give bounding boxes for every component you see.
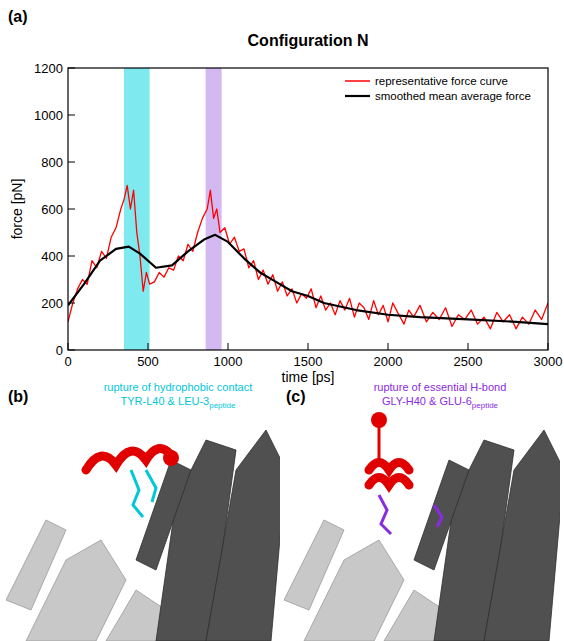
snapshot-residues: TYR-L40 & LEU-3peptide: [121, 395, 236, 410]
x-tick-label: 2500: [454, 354, 483, 369]
legend-entry: smoothed mean average force: [375, 90, 531, 102]
subscript: peptide: [472, 401, 499, 410]
panel-label: (a): [8, 8, 28, 25]
pulling-atom: [163, 450, 179, 466]
snapshot-caption: rupture of essential H-bond: [374, 381, 507, 393]
x-axis-title: time [ps]: [282, 369, 335, 385]
legend: representative force curve smoothed mean …: [345, 75, 531, 102]
protein-sheet: [484, 430, 560, 641]
y-axis-title: force [pN]: [9, 179, 25, 240]
x-tick: [468, 343, 469, 350]
x-tick-label: 0: [64, 354, 71, 369]
chart-title: Configuration N: [248, 32, 369, 49]
highlight-band: [206, 68, 222, 350]
figure: (a)Configuration N0500100015002000250030…: [0, 0, 564, 641]
residues: TYR-L40 & LEU-3: [121, 395, 210, 407]
y-tick: [68, 68, 75, 69]
residues: GLY-H40 & GLU-6: [382, 395, 472, 407]
y-tick-label: 600: [41, 202, 63, 217]
x-tick-label: 2000: [374, 354, 403, 369]
highlight-band: [124, 68, 150, 350]
plot-frame: [68, 68, 548, 350]
snapshot-residues: GLY-H40 & GLU-6peptide: [382, 395, 499, 410]
structure-image: [6, 430, 280, 641]
y-tick-label: 1000: [34, 108, 63, 123]
x-tick: [228, 343, 229, 350]
y-tick: [68, 209, 75, 210]
x-tick-label: 500: [137, 354, 159, 369]
legend-swatch: [345, 95, 370, 97]
y-tick: [68, 350, 75, 351]
x-tick-label: 1000: [214, 354, 243, 369]
y-tick-label: 1200: [34, 61, 63, 76]
x-tick: [308, 343, 309, 350]
legend-swatch: [345, 80, 370, 82]
structure-image: [284, 412, 560, 641]
y-tick: [68, 303, 75, 304]
snapshot-caption: rupture of hydrophobic contact: [104, 381, 253, 393]
residue-sticks: [131, 470, 156, 517]
peptide-helix: [369, 463, 409, 486]
protein-strand: [6, 520, 66, 610]
y-tick-label: 200: [41, 296, 63, 311]
y-tick-label: 400: [41, 249, 63, 264]
legend-entry: representative force curve: [375, 75, 508, 87]
x-tick-label: 3000: [534, 354, 563, 369]
y-tick: [68, 256, 75, 257]
plot-area: [68, 68, 548, 350]
panel-label: (b): [8, 388, 28, 405]
panel-label: (c): [286, 388, 306, 405]
protein-sheet: [136, 460, 191, 570]
subscript: peptide: [209, 401, 236, 410]
y-tick: [68, 162, 75, 163]
pulling-atom: [371, 412, 387, 428]
residue-sticks: [379, 495, 442, 534]
y-tick-label: 800: [41, 155, 63, 170]
x-tick: [148, 343, 149, 350]
x-tick-label: 1500: [294, 354, 323, 369]
series-line: [68, 235, 548, 324]
series-line: [68, 186, 548, 329]
x-tick: [548, 343, 549, 350]
protein-strand: [284, 520, 344, 610]
x-tick: [68, 343, 69, 350]
peptide-helix: [86, 449, 171, 470]
y-tick-label: 0: [56, 343, 63, 358]
x-tick: [388, 343, 389, 350]
protein-sheet: [206, 430, 280, 641]
y-tick: [68, 115, 75, 116]
